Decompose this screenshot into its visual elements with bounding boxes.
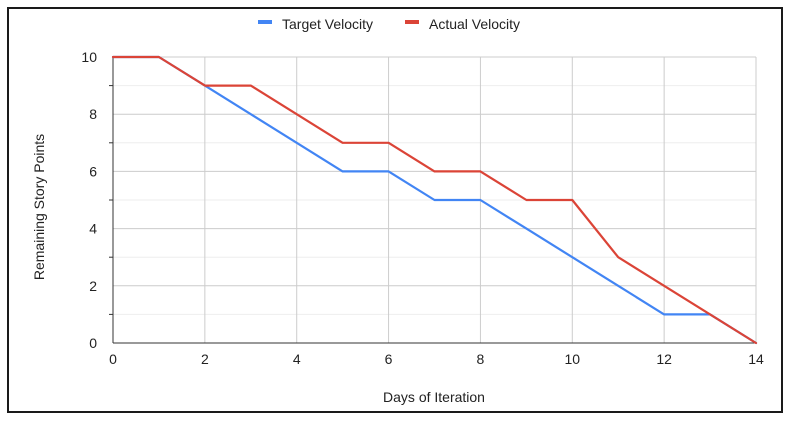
x-tick-label: 12 — [656, 351, 672, 367]
x-tick-label: 8 — [477, 351, 485, 367]
y-tick-label: 6 — [89, 163, 97, 179]
axes — [109, 57, 756, 344]
legend: Target Velocity Actual Velocity — [258, 16, 520, 32]
legend-label: Actual Velocity — [429, 16, 520, 32]
x-axis-label: Days of Iteration — [383, 389, 485, 405]
series-layer — [111, 55, 758, 345]
x-tick-label: 6 — [385, 351, 393, 367]
y-tick-label: 4 — [89, 221, 97, 237]
x-tick-label: 4 — [293, 351, 301, 367]
legend-swatch — [258, 20, 272, 24]
y-axis-label: Remaining Story Points — [31, 134, 47, 280]
x-tick-label: 0 — [109, 351, 117, 367]
y-tick-label: 0 — [89, 335, 97, 351]
series-line-target-velocity — [111, 55, 758, 345]
chart-frame — [7, 7, 783, 413]
legend-swatch — [405, 20, 419, 24]
y-tick-label: 2 — [89, 278, 97, 294]
x-tick-label: 10 — [564, 351, 580, 367]
x-tick-label: 2 — [201, 351, 209, 367]
tick-labels: 0 2 4 6 8 10 0 2 4 6 8 10 12 14 — [81, 49, 764, 367]
major-gridlines — [113, 56, 757, 343]
series-line-actual-velocity — [111, 55, 758, 345]
y-tick-label: 8 — [89, 106, 97, 122]
y-tick-label: 10 — [81, 49, 97, 65]
legend-label: Target Velocity — [282, 16, 373, 32]
x-tick-label: 14 — [748, 351, 764, 367]
